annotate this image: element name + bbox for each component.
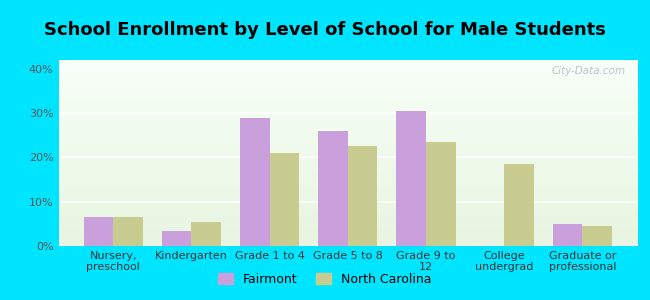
Text: City-Data.com: City-Data.com — [551, 66, 625, 76]
Bar — [426, 142, 456, 246]
Bar — [582, 226, 612, 246]
Legend: Fairmont, North Carolina: Fairmont, North Carolina — [213, 268, 437, 291]
Bar — [396, 111, 426, 246]
Bar — [162, 230, 191, 246]
Bar — [83, 217, 113, 246]
Bar — [191, 222, 221, 246]
Bar — [348, 146, 378, 246]
Bar — [113, 217, 143, 246]
Bar — [504, 164, 534, 246]
Bar — [552, 224, 582, 246]
Bar — [270, 153, 299, 246]
Bar — [318, 131, 348, 246]
Text: School Enrollment by Level of School for Male Students: School Enrollment by Level of School for… — [44, 21, 606, 39]
Bar — [240, 118, 270, 246]
